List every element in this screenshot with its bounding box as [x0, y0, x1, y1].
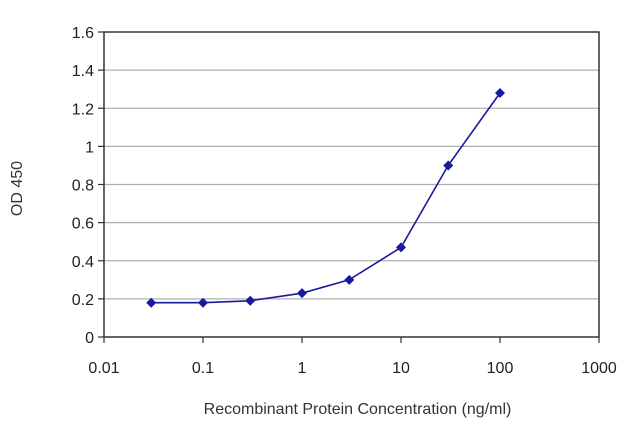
data-point — [495, 88, 505, 98]
data-point — [198, 297, 208, 308]
x-tick-label: 0.01 — [88, 360, 119, 377]
grid — [104, 69, 599, 300]
data-point — [297, 288, 307, 299]
x-tick-label: 0.1 — [192, 360, 214, 377]
y-axis-ticks: 0 0.2 0.4 0.6 0.8 1 1.2 1.4 1.6 — [72, 25, 104, 347]
data-point — [344, 274, 355, 285]
y-tick-label: 0.4 — [72, 254, 94, 271]
y-axis-label: OD 450 — [9, 161, 26, 216]
y-tick-label: 1.6 — [72, 25, 94, 42]
y-tick-label: 0.2 — [72, 292, 94, 309]
series-line — [151, 92, 501, 304]
data-point — [443, 160, 454, 171]
x-tick-label: 1000 — [581, 360, 617, 377]
x-tick-label: 10 — [392, 360, 410, 377]
data-point — [146, 297, 157, 308]
x-tick-label: 1 — [298, 360, 307, 377]
y-tick-label: 0.6 — [72, 216, 94, 233]
series — [146, 88, 505, 308]
x-axis-label: Recombinant Protein Concentration (ng/ml… — [204, 401, 512, 418]
y-tick-label: 1 — [85, 139, 94, 156]
data-point — [396, 242, 406, 253]
x-tick-label: 100 — [487, 360, 514, 377]
y-tick-label: 1.4 — [72, 63, 94, 80]
x-axis-ticks: 0.01 0.1 1 10 100 1000 — [88, 337, 617, 377]
y-tick-label: 0 — [85, 330, 94, 347]
data-point — [245, 295, 256, 306]
y-tick-label: 0.8 — [72, 178, 94, 195]
y-tick-label: 1.2 — [72, 101, 94, 118]
